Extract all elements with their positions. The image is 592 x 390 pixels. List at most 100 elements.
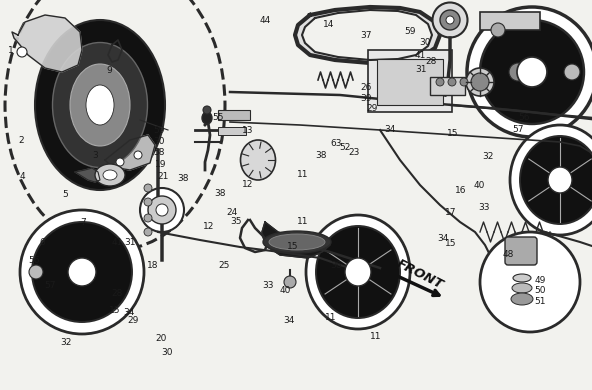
Text: 44: 44 (259, 16, 271, 25)
Text: 34: 34 (283, 316, 295, 325)
Ellipse shape (517, 57, 547, 87)
Polygon shape (75, 168, 100, 182)
Text: 31: 31 (124, 238, 136, 247)
Text: 14: 14 (323, 20, 334, 29)
Ellipse shape (32, 222, 132, 322)
Circle shape (144, 214, 152, 222)
Ellipse shape (21, 241, 51, 303)
Ellipse shape (202, 112, 212, 124)
Text: 19: 19 (155, 160, 167, 169)
Ellipse shape (446, 16, 454, 24)
Ellipse shape (53, 43, 147, 167)
FancyBboxPatch shape (218, 110, 250, 120)
Polygon shape (302, 10, 432, 60)
Text: 40: 40 (279, 286, 291, 295)
Text: 26: 26 (360, 83, 372, 92)
Ellipse shape (509, 63, 527, 81)
Ellipse shape (269, 234, 325, 250)
Text: 15: 15 (108, 305, 120, 315)
Text: 29: 29 (366, 104, 378, 113)
Circle shape (144, 228, 152, 236)
Circle shape (29, 265, 43, 279)
Circle shape (148, 196, 176, 224)
Ellipse shape (513, 274, 531, 282)
Text: 25: 25 (218, 261, 230, 271)
Text: 37: 37 (360, 31, 372, 41)
Text: 12: 12 (202, 222, 214, 232)
Circle shape (144, 198, 152, 206)
Polygon shape (12, 15, 82, 72)
Text: 48: 48 (502, 250, 514, 259)
Text: 15: 15 (287, 242, 299, 251)
Ellipse shape (263, 231, 331, 253)
Text: 12: 12 (242, 179, 253, 189)
Text: 2: 2 (18, 136, 24, 145)
Text: 17: 17 (445, 208, 457, 217)
Text: 9: 9 (107, 66, 112, 76)
Text: 41: 41 (414, 51, 426, 60)
Text: 30: 30 (161, 348, 173, 358)
Text: 56: 56 (518, 113, 530, 122)
Text: 34: 34 (384, 125, 395, 134)
Circle shape (17, 47, 27, 57)
Text: 29: 29 (127, 316, 139, 325)
Ellipse shape (512, 283, 532, 293)
Ellipse shape (503, 57, 533, 87)
FancyBboxPatch shape (505, 237, 537, 265)
Text: 11: 11 (297, 170, 309, 179)
Text: 11: 11 (297, 217, 309, 226)
Polygon shape (295, 7, 440, 63)
Text: 15: 15 (445, 239, 457, 248)
Text: 31: 31 (416, 65, 427, 74)
Text: 16: 16 (455, 186, 466, 195)
Circle shape (480, 232, 580, 332)
Ellipse shape (471, 73, 489, 91)
Text: 40: 40 (474, 181, 485, 190)
Ellipse shape (440, 10, 460, 30)
Text: 11: 11 (324, 313, 336, 323)
Text: 4: 4 (20, 172, 25, 181)
Text: 30: 30 (153, 136, 165, 146)
FancyBboxPatch shape (430, 77, 465, 95)
Ellipse shape (35, 20, 165, 190)
Ellipse shape (203, 106, 211, 114)
Text: 39: 39 (360, 94, 372, 103)
Circle shape (460, 78, 468, 86)
Circle shape (116, 158, 124, 166)
Text: 28: 28 (425, 57, 437, 66)
Text: 6: 6 (40, 238, 46, 247)
Text: 56: 56 (28, 256, 40, 265)
Text: 36: 36 (330, 261, 342, 271)
Ellipse shape (70, 64, 130, 146)
Ellipse shape (520, 136, 592, 224)
Text: 1: 1 (8, 46, 14, 55)
Text: 38: 38 (178, 174, 189, 183)
Ellipse shape (316, 226, 400, 318)
Text: 11: 11 (370, 332, 382, 341)
Text: 30: 30 (419, 37, 431, 47)
Ellipse shape (467, 7, 592, 137)
Ellipse shape (548, 167, 572, 193)
Text: 51: 51 (534, 296, 546, 306)
Circle shape (491, 23, 505, 37)
Text: 55: 55 (212, 113, 224, 122)
Ellipse shape (480, 20, 584, 124)
Circle shape (448, 78, 456, 86)
Ellipse shape (20, 210, 144, 334)
Text: 15: 15 (447, 129, 459, 138)
Text: 59: 59 (153, 126, 165, 135)
Text: 41: 41 (111, 238, 123, 247)
Ellipse shape (511, 293, 533, 305)
FancyBboxPatch shape (218, 127, 246, 135)
Text: 58: 58 (153, 148, 165, 158)
Ellipse shape (556, 39, 588, 105)
Text: 35: 35 (230, 217, 242, 226)
Text: 63: 63 (330, 139, 342, 148)
FancyBboxPatch shape (377, 59, 443, 105)
Text: 49: 49 (534, 275, 546, 285)
Polygon shape (262, 222, 330, 258)
Ellipse shape (345, 258, 371, 286)
Text: 21: 21 (157, 172, 169, 181)
FancyBboxPatch shape (368, 50, 452, 112)
Text: 57: 57 (512, 125, 524, 134)
